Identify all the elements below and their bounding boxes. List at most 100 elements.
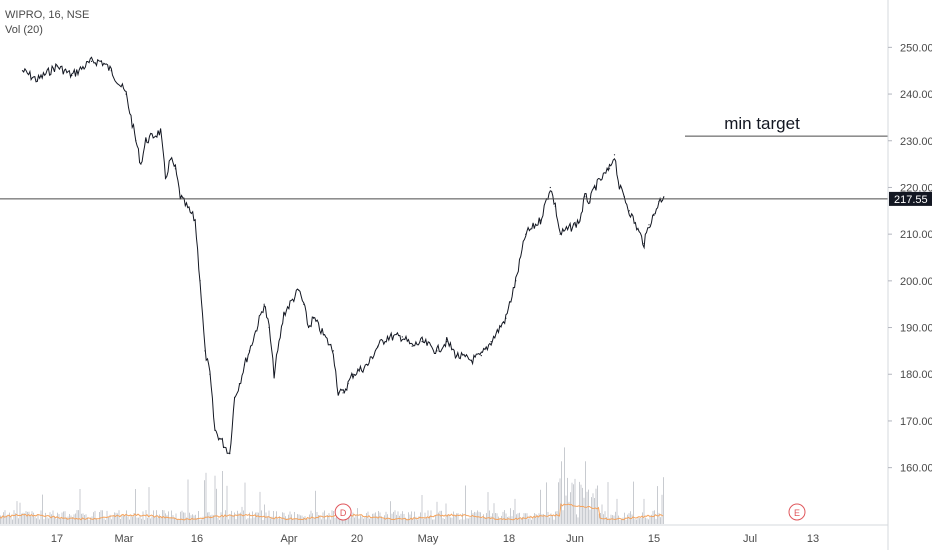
volume-bar [231, 510, 232, 524]
volume-bar [469, 517, 471, 524]
event-marker-circle[interactable] [334, 503, 352, 521]
volume-bar [495, 513, 496, 524]
y-tick-label: 200.00 [900, 276, 932, 288]
volume-bar [606, 517, 607, 524]
volume-bar [357, 508, 358, 524]
volume-bar [325, 519, 327, 524]
volume-bar [381, 516, 382, 524]
volume-bar [60, 518, 61, 524]
volume-bar [445, 503, 447, 524]
volume-bar [7, 514, 9, 524]
volume-bar [214, 475, 216, 524]
volume-bar [123, 515, 124, 524]
volume-bar [642, 512, 643, 524]
volume-bar [286, 518, 288, 524]
volume-bar [459, 519, 460, 524]
volume-bar [471, 510, 472, 524]
volume-bar [136, 517, 138, 524]
volume-bar [607, 482, 609, 524]
volume-bar [384, 515, 385, 524]
volume-bar [114, 512, 115, 524]
volume-bar [661, 494, 663, 524]
volume-bar [595, 488, 597, 524]
price-point [628, 210, 630, 212]
x-tick-label: 15 [648, 533, 660, 545]
volume-bar [628, 513, 630, 524]
volume-bar [229, 514, 231, 524]
volume-bar [523, 513, 525, 524]
volume-bar [633, 481, 634, 524]
y-tick-label: 230.00 [900, 136, 932, 148]
volume-bar [265, 512, 267, 524]
volume-bar [376, 516, 378, 524]
volume-bar [121, 515, 123, 524]
volume-bar [387, 514, 388, 524]
event-marker-label: E [794, 508, 800, 518]
volume-bar [583, 497, 585, 524]
volume-bar [379, 512, 381, 524]
volume-bar [385, 511, 387, 524]
volume-bar [591, 497, 592, 524]
volume-bar [13, 510, 15, 524]
volume-bar [435, 515, 436, 524]
volume-bar [550, 513, 552, 524]
price-point [505, 317, 507, 319]
volume-bar [262, 520, 264, 524]
volume-bar [181, 510, 183, 524]
volume-bar [127, 516, 129, 524]
price-point [209, 373, 211, 375]
price-point [584, 196, 586, 198]
volume-bar [315, 490, 316, 524]
volume-bar [28, 511, 30, 524]
volume-bar [643, 498, 645, 524]
price-point [663, 196, 665, 198]
volume-bar [474, 511, 475, 524]
price-point [579, 219, 581, 221]
x-tick-label: 17 [51, 533, 63, 545]
volume-bar [177, 519, 178, 524]
volume-bar [567, 477, 568, 524]
volume-bar [360, 515, 361, 524]
volume-bar [586, 491, 588, 524]
volume-bar [508, 516, 510, 524]
price-point [21, 70, 24, 72]
volume-bar [180, 511, 181, 524]
volume-bar [213, 515, 214, 524]
volume-bar [120, 519, 121, 524]
volume-bar [663, 477, 664, 524]
volume-bar [33, 512, 34, 524]
price-point [268, 326, 270, 329]
volume-bar [73, 514, 75, 524]
volume-bar [160, 516, 162, 524]
volume-bar [361, 516, 363, 524]
volume-bar [418, 516, 420, 524]
price-point [56, 65, 58, 67]
y-tick-label: 190.00 [900, 323, 932, 335]
volume-bar [457, 513, 459, 524]
event-marker-circle[interactable] [788, 503, 806, 521]
volume-bar [510, 508, 511, 524]
volume-bar [166, 515, 168, 524]
volume-bar [274, 517, 276, 524]
volume-bar [141, 518, 142, 524]
volume-bar [1, 516, 3, 524]
volume-bar [285, 516, 286, 524]
volume-bar [45, 512, 46, 524]
volume-bar [354, 517, 355, 524]
volume-bar [556, 511, 558, 524]
volume-bar [193, 515, 195, 524]
volume-bar [37, 514, 39, 524]
y-tick-label: 240.00 [900, 89, 932, 101]
volume-bar [622, 517, 624, 524]
volume-bar [103, 518, 105, 524]
volume-bar [528, 518, 529, 524]
y-tick-label: 180.00 [900, 369, 932, 381]
volume-bar [222, 471, 223, 524]
volume-bar [88, 519, 90, 524]
volume-bar [417, 519, 418, 524]
volume-bar [18, 518, 19, 524]
price-point [125, 93, 127, 95]
volume-bar [6, 515, 7, 524]
volume-bar [228, 519, 229, 524]
